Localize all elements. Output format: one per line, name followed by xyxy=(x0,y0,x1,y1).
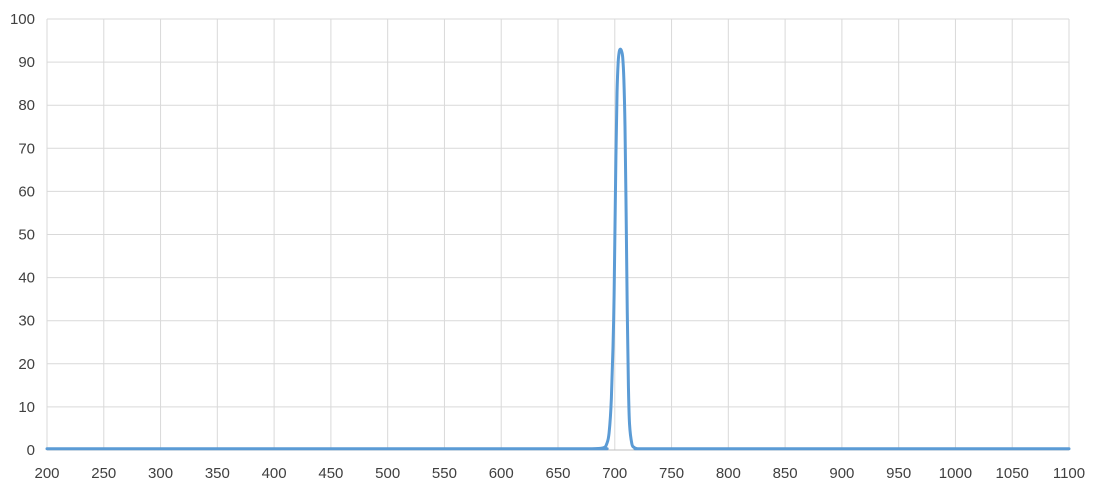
x-tick-label: 1100 xyxy=(1053,465,1085,482)
x-tick-label: 950 xyxy=(886,465,911,482)
x-tick-label: 400 xyxy=(262,465,287,482)
y-tick-label: 80 xyxy=(18,97,35,114)
x-tick-label: 250 xyxy=(91,465,116,482)
x-tick-label: 650 xyxy=(545,465,570,482)
x-tick-label: 350 xyxy=(205,465,230,482)
y-tick-label: 70 xyxy=(18,140,35,157)
y-tick-label: 10 xyxy=(18,399,35,416)
y-tick-label: 20 xyxy=(18,356,35,373)
x-tick-label: 800 xyxy=(716,465,741,482)
y-tick-label: 50 xyxy=(18,227,35,244)
x-tick-label: 500 xyxy=(375,465,400,482)
x-tick-label: 550 xyxy=(432,465,457,482)
x-tick-label: 1050 xyxy=(996,465,1029,482)
y-tick-label: 0 xyxy=(27,442,35,459)
x-tick-label: 450 xyxy=(318,465,343,482)
x-tick-label: 300 xyxy=(148,465,173,482)
x-tick-label: 750 xyxy=(659,465,684,482)
y-tick-label: 40 xyxy=(18,270,35,287)
y-tick-label: 60 xyxy=(18,183,35,200)
y-axis-tick-labels: 0 10 20 30 40 50 60 70 80 90 100 xyxy=(10,11,35,459)
y-tick-label: 100 xyxy=(10,11,35,28)
x-axis-tick-labels: 200 250 300 350 400 450 500 550 600 650 700 750 800 8… xyxy=(34,465,1085,482)
x-tick-label: 1000 xyxy=(939,465,972,482)
x-tick-label: 200 xyxy=(34,465,59,482)
y-tick-label: 90 xyxy=(18,54,35,71)
x-tick-label: 850 xyxy=(773,465,798,482)
x-tick-label: 600 xyxy=(489,465,514,482)
y-tick-label: 30 xyxy=(18,313,35,330)
series-line xyxy=(45,47,1071,451)
x-tick-label: 900 xyxy=(829,465,854,482)
horizontal-gridlines xyxy=(47,18,1069,408)
x-tick-label: 700 xyxy=(602,465,627,482)
